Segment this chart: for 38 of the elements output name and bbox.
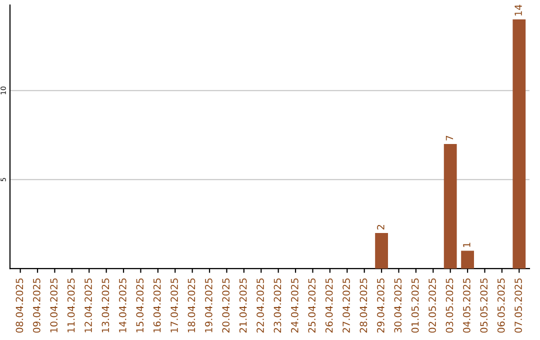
x-tick-label: 25.04.2025	[308, 278, 316, 333]
bar	[444, 144, 457, 269]
x-tick-label: 26.04.2025	[325, 278, 333, 333]
x-tick-label: 15.04.2025	[136, 278, 144, 332]
x-tick-label: 08.04.2025	[16, 278, 24, 333]
bar	[512, 19, 526, 269]
x-tick-label: 07.05.2025	[514, 278, 522, 333]
data-label: 7	[446, 136, 454, 140]
x-tick-label: 17.04.2025	[170, 278, 178, 332]
x-tick-label: 24.04.2025	[291, 278, 298, 333]
x-tick-label: 14.04.2025	[118, 278, 126, 332]
x-tick-label: 09.04.2025	[32, 278, 40, 333]
data-label: 2	[377, 225, 384, 230]
bar	[375, 232, 388, 269]
x-tick-label: 29.04.2025	[377, 278, 384, 333]
bar	[461, 250, 474, 269]
data-label: 14	[514, 4, 522, 16]
x-tick-label: 04.05.2025	[463, 278, 470, 333]
x-tick-label: 21.04.2025	[239, 278, 247, 333]
x-tick-label: 02.05.2025	[428, 278, 436, 333]
x-tick-label: 16.04.2025	[153, 278, 161, 332]
x-tick-label: 27.04.2025	[342, 278, 350, 333]
x-tick-label: 13.04.2025	[102, 278, 110, 332]
x-tick-label: 10.04.2025	[50, 278, 58, 332]
x-tick-label: 23.04.2025	[274, 278, 282, 333]
x-tick-label: 01.05.2025	[411, 278, 419, 333]
x-tick-label: 03.05.2025	[446, 278, 454, 333]
x-tick-label: 28.04.2025	[360, 278, 368, 333]
x-tick-label: 20.04.2025	[222, 278, 230, 333]
x-tick-label: 05.05.2025	[480, 278, 488, 333]
x-tick-label: 12.04.2025	[84, 278, 92, 332]
x-tick-label: 19.04.2025	[204, 278, 212, 332]
x-tick-label: 06.05.2025	[497, 278, 505, 333]
data-label: 1	[463, 242, 470, 247]
x-tick-label: 30.04.2025	[394, 278, 402, 333]
x-tick-label: 11.04.2025	[67, 278, 75, 332]
x-tick-label: 18.04.2025	[188, 278, 196, 332]
x-tick-label: 22.04.2025	[256, 278, 264, 333]
